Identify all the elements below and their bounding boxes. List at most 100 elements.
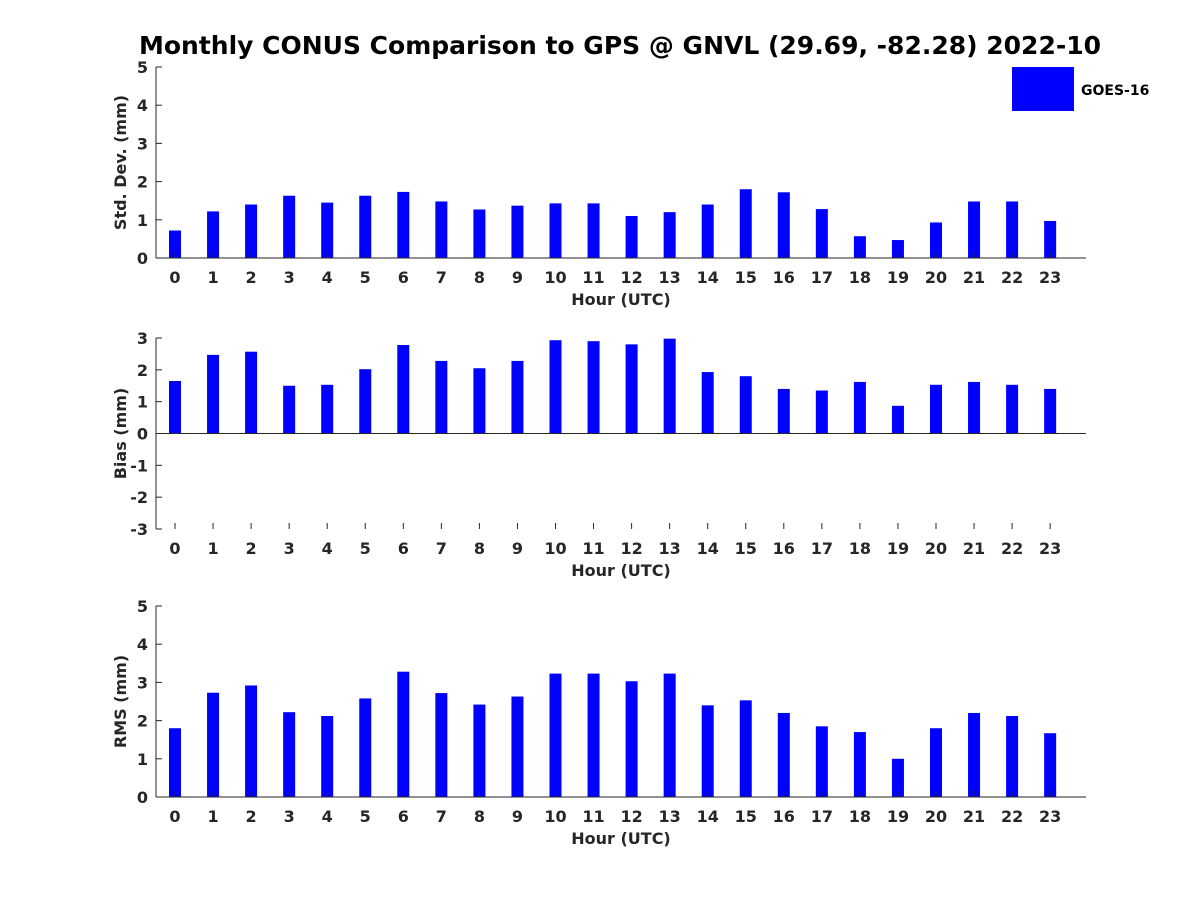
bar-hour-11: [587, 341, 600, 434]
x-tick-label: 6: [398, 268, 409, 287]
bar-hour-9: [511, 696, 524, 797]
bar-hour-5: [359, 195, 372, 258]
y-tick-label: 5: [137, 597, 148, 616]
y-tick-label: 1: [137, 393, 148, 412]
y-tick-label: 1: [137, 211, 148, 230]
x-tick-label: 4: [322, 539, 333, 558]
bar-hour-1: [207, 692, 220, 797]
bar-hour-0: [169, 230, 181, 258]
bar-hour-7: [435, 201, 448, 258]
bar-hour-10: [549, 673, 562, 797]
x-tick-label: 8: [474, 268, 485, 287]
x-tick-label: 12: [620, 268, 642, 287]
x-tick-label: 18: [849, 807, 871, 826]
y-tick-label: 5: [137, 58, 148, 77]
y-tick-label: 1: [137, 750, 148, 769]
bar-hour-11: [587, 203, 600, 258]
y-axis-label: Std. Dev. (mm): [111, 95, 130, 230]
bar-hour-0: [169, 728, 181, 797]
bar-hour-17: [815, 390, 828, 434]
y-tick-label: 3: [137, 134, 148, 153]
bar-hour-19: [891, 405, 904, 434]
bar-hour-14: [701, 372, 714, 434]
bar-hour-10: [549, 203, 562, 258]
bar-hour-21: [968, 381, 981, 434]
x-tick-label: 21: [963, 807, 985, 826]
bar-hour-2: [245, 685, 258, 797]
x-axis-label: Hour (UTC): [571, 561, 671, 580]
x-tick-label: 4: [322, 807, 333, 826]
x-tick-label: 8: [474, 539, 485, 558]
x-tick-label: 17: [811, 268, 833, 287]
x-tick-label: 16: [773, 268, 795, 287]
bar-hour-19: [891, 758, 904, 797]
bar-hour-3: [283, 195, 296, 258]
bar-hour-5: [359, 369, 372, 434]
bar-hour-17: [815, 726, 828, 797]
bar-hour-23: [1044, 220, 1057, 258]
x-tick-label: 18: [849, 268, 871, 287]
bar-hour-19: [891, 240, 904, 258]
bar-hour-20: [930, 384, 942, 434]
legend: GOES-16: [1012, 67, 1149, 111]
x-tick-label: 21: [963, 539, 985, 558]
y-tick-label: -3: [130, 520, 148, 539]
bar-hour-16: [777, 388, 790, 434]
bar-hour-15: [739, 700, 752, 797]
bar-hour-12: [625, 344, 638, 434]
bar-hour-23: [1044, 733, 1057, 797]
y-tick-label: 0: [137, 249, 148, 268]
bar-hour-22: [1006, 716, 1019, 797]
x-tick-label: 1: [207, 807, 218, 826]
x-tick-label: 22: [1001, 539, 1023, 558]
x-tick-label: 11: [582, 268, 604, 287]
y-tick-label: 3: [137, 673, 148, 692]
y-tick-label: 0: [137, 425, 148, 444]
legend-swatch: [1012, 67, 1074, 111]
bar-hour-14: [701, 705, 714, 797]
x-tick-label: 0: [169, 268, 180, 287]
bar-hour-8: [473, 368, 486, 434]
x-tick-label: 15: [735, 539, 757, 558]
bar-hour-5: [359, 698, 372, 797]
x-tick-label: 11: [582, 807, 604, 826]
x-tick-label: 6: [398, 539, 409, 558]
bar-hour-20: [930, 728, 942, 797]
bar-hour-16: [777, 712, 790, 797]
x-tick-label: 19: [887, 539, 909, 558]
bar-hour-4: [321, 716, 334, 797]
y-tick-label: -2: [130, 488, 148, 507]
x-tick-label: 14: [697, 268, 719, 287]
x-tick-label: 9: [512, 268, 523, 287]
x-tick-label: 7: [436, 539, 447, 558]
bar-hour-9: [511, 360, 524, 434]
x-tick-label: 22: [1001, 268, 1023, 287]
x-axis-label: Hour (UTC): [571, 290, 671, 309]
x-tick-label: 14: [697, 539, 719, 558]
x-tick-label: 2: [246, 539, 257, 558]
bar-hour-9: [511, 205, 524, 258]
y-tick-label: 2: [137, 173, 148, 192]
y-axis-label: Bias (mm): [111, 388, 130, 480]
y-axis-label: RMS (mm): [111, 655, 130, 748]
bar-hour-6: [397, 671, 410, 797]
x-tick-label: 2: [246, 268, 257, 287]
y-tick-label: 2: [137, 361, 148, 380]
bar-hour-2: [245, 204, 258, 258]
x-tick-label: 20: [925, 268, 947, 287]
x-tick-label: 3: [284, 539, 295, 558]
bar-hour-1: [207, 354, 220, 434]
bar-hour-6: [397, 191, 410, 258]
x-tick-label: 5: [360, 268, 371, 287]
bar-hour-15: [739, 376, 752, 434]
x-tick-label: 20: [925, 539, 947, 558]
x-tick-label: 13: [659, 539, 681, 558]
x-tick-label: 0: [169, 807, 180, 826]
x-tick-label: 7: [436, 807, 447, 826]
x-tick-label: 9: [512, 539, 523, 558]
bar-hour-23: [1044, 388, 1057, 434]
bar-hour-7: [435, 360, 448, 434]
x-tick-label: 14: [697, 807, 719, 826]
